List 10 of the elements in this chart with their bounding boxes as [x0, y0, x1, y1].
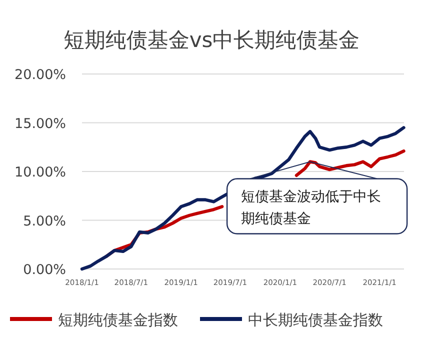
y-tick-label: 5.00%	[23, 213, 66, 230]
annotation: 短债基金波动低于中长期纯债基金	[241, 188, 382, 227]
y-tick-label: 0.00%	[23, 262, 66, 278]
legend-label: 中长期纯债基金指数	[248, 311, 383, 329]
y-tick-label: 10.00%	[14, 164, 66, 180]
line-series	[80, 126, 406, 271]
legend-label: 短期纯债基金指数	[58, 311, 178, 329]
y-tick-label: 15.00%	[14, 116, 66, 132]
y-tick-label: 20.00%	[14, 67, 66, 83]
title: 短期纯债基金vs中长期纯债基金	[63, 28, 360, 52]
